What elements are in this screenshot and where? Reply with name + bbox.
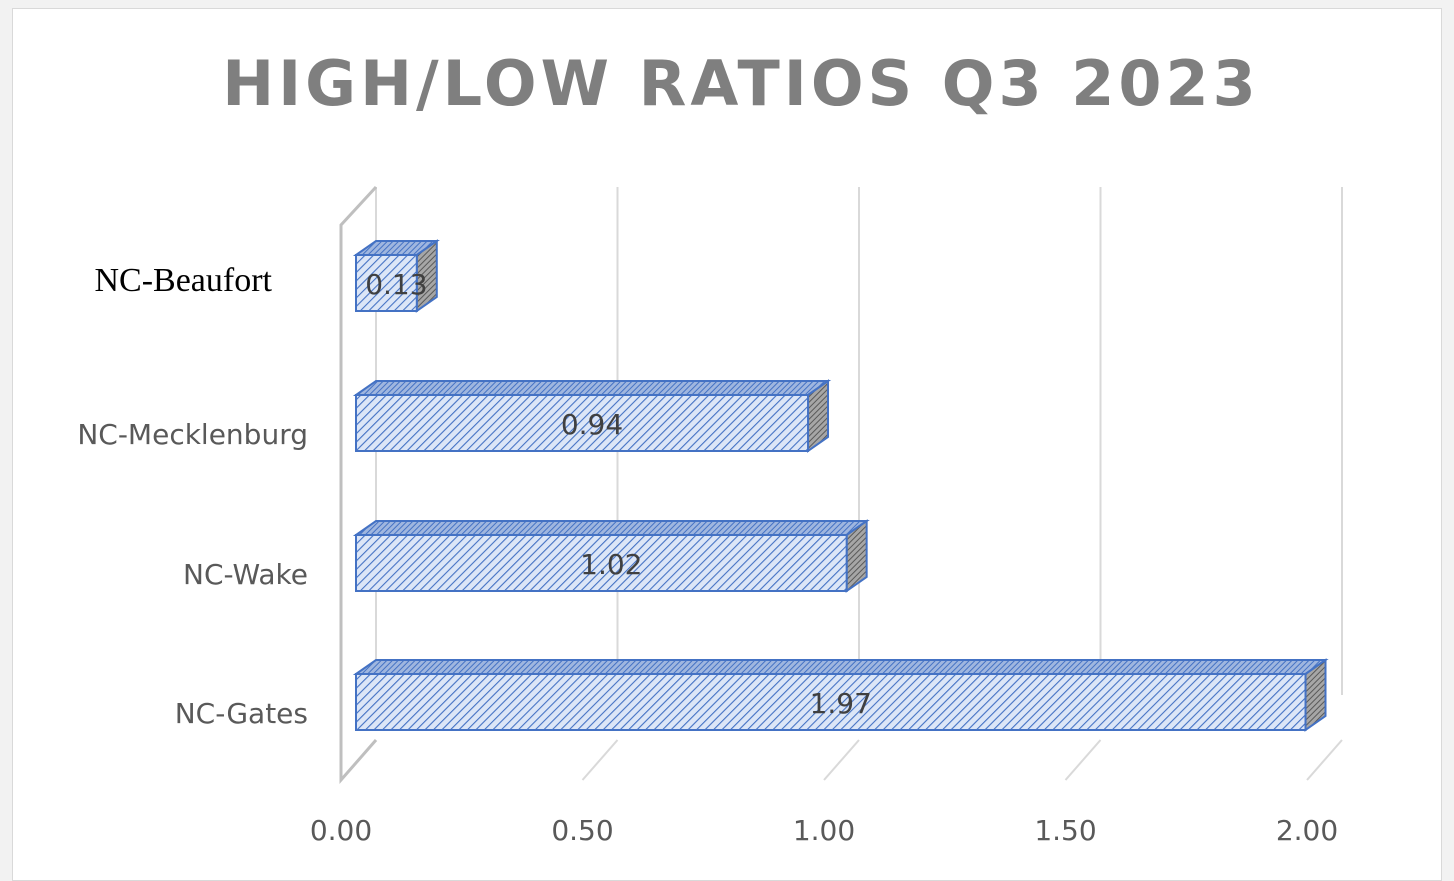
bars: 0.13 0.94 1.02 1.97: [352, 239, 1329, 732]
data-label-1: 0.94: [561, 408, 623, 441]
bar-front-3: [355, 673, 1307, 731]
category-label-2: NC-Wake: [183, 558, 308, 591]
bar-0: 0.13: [352, 239, 440, 313]
x-tick-label-3: 1.50: [1034, 814, 1096, 847]
gridline-floor-1: [581, 739, 619, 781]
bar-top-1: [352, 380, 832, 396]
bar-front-1: [355, 394, 810, 452]
bar-front-2: [355, 534, 848, 592]
data-label-0: 0.13: [365, 268, 427, 301]
bar-3: 1.97: [352, 658, 1329, 732]
gridline-floor-2: [823, 739, 860, 781]
bar-front-0: [355, 254, 418, 312]
x-tick-label-1: 0.50: [551, 814, 613, 847]
gridline-floor-3: [1064, 739, 1102, 781]
bar-top-3: [352, 659, 1329, 675]
category-label-0: NC-Beaufort: [94, 262, 272, 299]
bar-2: 1.02: [352, 519, 870, 593]
category-label-1: NC-Mecklenburg: [77, 418, 308, 451]
data-label-3: 1.97: [810, 687, 872, 720]
gridline-floor-4: [1306, 739, 1343, 781]
category-label-3: NC-Gates: [175, 697, 308, 730]
x-tick-label-4: 2.00: [1276, 814, 1338, 847]
chart-title: HIGH/LOW RATIOS Q3 2023: [222, 47, 1260, 120]
category-axis: NC-Beaufort NC-Mecklenburg NC-Wake NC-Gates: [77, 262, 308, 730]
bar-1: 0.94: [352, 379, 832, 453]
x-tick-label-2: 1.00: [793, 814, 855, 847]
side-wall: [339, 185, 378, 784]
value-axis: 0.00 0.50 1.00 1.50 2.00: [310, 185, 1338, 847]
bar-top-2: [352, 520, 870, 536]
x-tick-label-0: 0.00: [310, 814, 372, 847]
data-label-2: 1.02: [580, 548, 642, 581]
